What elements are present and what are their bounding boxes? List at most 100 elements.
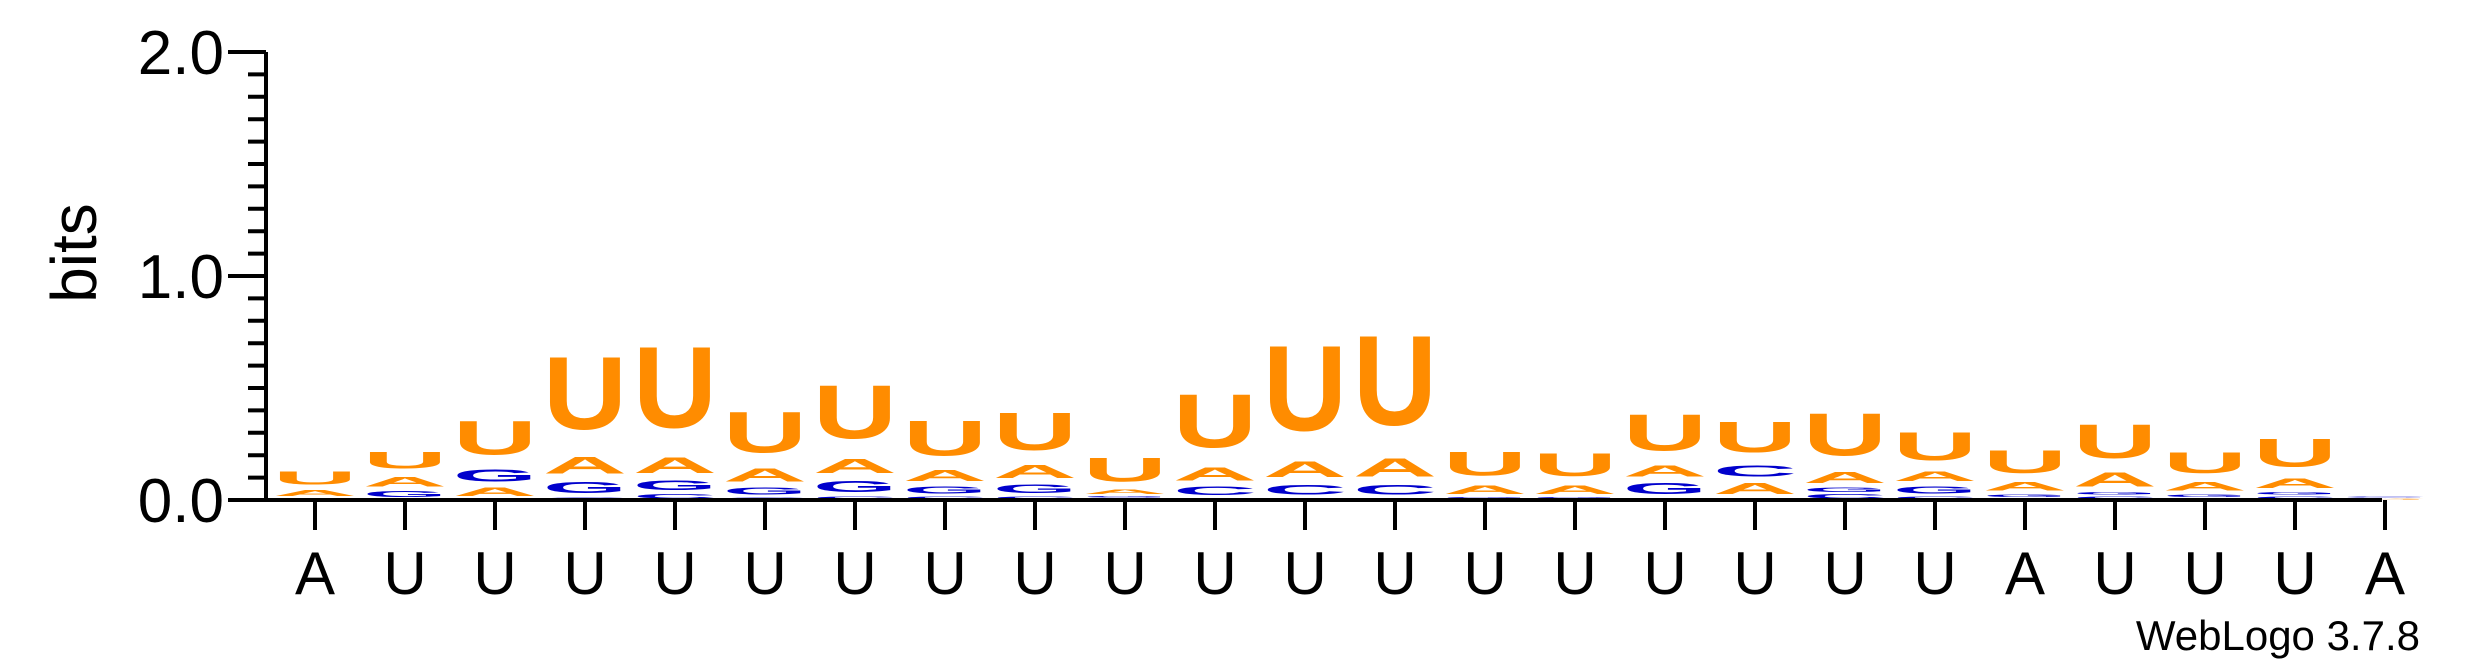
logo-letter-C: C [2343,496,2427,497]
logo-letter-G: G [813,478,897,496]
logo-letter-G: G [2343,497,2427,498]
logo-letter-G: G [2163,493,2247,497]
x-tick-label: U [2093,540,2136,607]
logo-letter-A: A [1893,469,1977,485]
y-axis-label: bits [38,203,110,303]
x-tick-label: U [923,540,966,607]
logo-letter-U: U [1713,412,1797,462]
x-tick-label: A [295,540,335,607]
x-tick-label: U [1013,540,1056,607]
logo-letter-U: U [2073,414,2157,468]
y-tick-label: 1.0 [138,243,224,312]
logo-letter-A: A [813,455,897,478]
logo-letter-U: U [1893,424,1977,469]
x-tick-label: A [2005,540,2045,607]
x-tick-label: U [2183,540,2226,607]
x-tick-label: U [1553,540,1596,607]
logo-letter-A: A [273,489,357,498]
x-tick-label: U [473,540,516,607]
logo-letter-C: C [903,496,987,500]
logo-stack: GCAU [1353,309,1437,500]
logo-stack: GCAU [1173,379,1257,500]
logo-letter-U: U [813,370,897,455]
x-tick-label: U [2273,540,2316,607]
logo-letter-G: G [1083,496,1167,498]
logo-letter-G: G [2073,491,2157,495]
axes: 0.01.02.0A U U U U U U U U U U U U U U U U U U A U U U A [138,19,2405,607]
logo-stack: CAGU [453,411,537,500]
logo-letter-C: C [633,493,717,500]
logo-letter-C: C [993,496,1077,500]
logo-letter-U: U [363,447,447,474]
logo-letter-C: C [813,496,897,500]
logo-letter-U: U [1803,401,1887,468]
logo-letter-U: U [723,401,807,465]
logo-letter-A: A [993,462,1077,482]
logo-letter-U: U [453,411,537,465]
logo-letter-U: U [1533,448,1617,484]
logo-letter-A: A [1533,483,1617,496]
logo-letter-U: U [1353,309,1437,452]
logo-letter-A: A [1983,480,2067,493]
y-tick-label: 0.0 [138,467,224,536]
logo-letter-U: U [993,402,1077,462]
x-tick-label: U [1643,540,1686,607]
logo-letter-U: U [1173,379,1257,464]
x-tick-label: U [1823,540,1866,607]
logo-letter-A: A [1173,464,1257,484]
logo-letter-C: C [2253,496,2337,500]
logo-letter-G: G [1443,497,1527,499]
logo-letter-A: A [1083,489,1167,496]
logo-letter-C: C [1353,482,1437,498]
logo-letter-G: G [1623,480,1707,498]
logo-letter-A: A [363,474,447,490]
logo-letter-A: A [633,453,717,478]
logo-letter-A: A [2343,498,2427,499]
logo-letter-A: A [2253,475,2337,491]
logo-letter-G: G [1803,487,1887,494]
x-tick-label: A [2365,540,2405,607]
logo-letter-G: G [363,490,447,499]
logo-letter-A: A [1713,480,1797,498]
logo-letter-G: G [1983,493,2067,497]
logo-letter-C: C [1713,462,1797,480]
x-tick-label: U [1103,540,1146,607]
logo-letter-G: G [453,465,537,485]
logo-letter-U: U [1443,445,1527,483]
logo-letter-U: U [2343,499,2427,500]
logo-letter-G: G [723,486,807,497]
logo-letter-A: A [1443,483,1527,496]
x-tick-label: U [833,540,876,607]
logo-letter-U: U [1263,321,1347,457]
logo-letter-A: A [2073,468,2157,491]
x-tick-label: U [1733,540,1776,607]
x-tick-label: U [383,540,426,607]
logo-letter-G: G [993,482,1077,495]
logo-stacks: CGAUCGAUCAGUCGAUCGAUCGAUCGAUCGAUCGAUCGAU… [273,309,2427,500]
logo-letter-A: A [453,485,537,498]
logo-letter-C: C [1263,482,1347,498]
logo-letter-U: U [633,323,717,453]
x-tick-label: U [563,540,606,607]
logo-letter-U: U [903,410,987,466]
x-tick-label: U [1913,540,1956,607]
logo-letter-A: A [1803,469,1887,487]
x-tick-label: U [653,540,696,607]
